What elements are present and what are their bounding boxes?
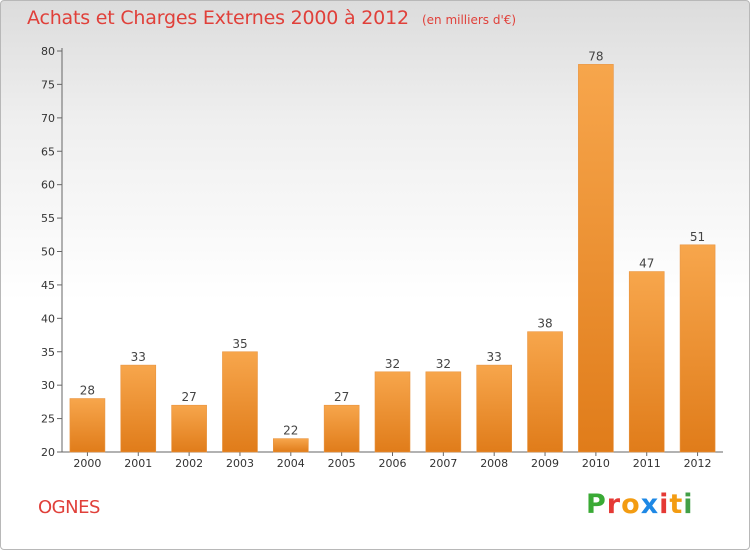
x-tick-label: 2007 bbox=[429, 457, 457, 470]
value-label: 51 bbox=[690, 230, 705, 244]
y-tick-label: 25 bbox=[41, 413, 55, 426]
logo-letter: P bbox=[586, 489, 607, 520]
x-tick-label: 2009 bbox=[531, 457, 559, 470]
x-tick-label: 2000 bbox=[73, 457, 101, 470]
value-label: 27 bbox=[181, 390, 196, 404]
commune-name: OGNES bbox=[38, 497, 100, 518]
value-label: 47 bbox=[639, 257, 654, 271]
bar bbox=[578, 64, 614, 453]
bar bbox=[476, 364, 512, 453]
value-label: 28 bbox=[80, 384, 95, 398]
value-label: 33 bbox=[487, 350, 502, 364]
x-tick-label: 2002 bbox=[175, 457, 203, 470]
value-label: 78 bbox=[588, 49, 603, 63]
logo-letter: i bbox=[659, 489, 670, 520]
x-tick-label: 2001 bbox=[124, 457, 152, 470]
logo-letter: o bbox=[621, 489, 641, 520]
bar bbox=[273, 438, 309, 453]
logo-letter: r bbox=[606, 489, 622, 520]
bars bbox=[69, 64, 716, 453]
bar bbox=[171, 404, 207, 453]
bar bbox=[425, 371, 462, 453]
y-tick-label: 60 bbox=[41, 179, 55, 192]
y-tick-label: 75 bbox=[41, 78, 55, 91]
x-tick-label: 2011 bbox=[633, 457, 661, 470]
value-label: 35 bbox=[232, 337, 247, 351]
chart-title: Achats et Charges Externes 2000 à 2012 bbox=[27, 7, 409, 29]
bar bbox=[323, 404, 360, 453]
bar bbox=[374, 371, 411, 453]
value-label: 33 bbox=[131, 350, 146, 364]
y-tick-label: 55 bbox=[41, 212, 55, 225]
value-labels: 28 33 27 35 22 27 32 32 33 38 78 47 51 bbox=[80, 49, 705, 437]
x-tick-label: 2008 bbox=[480, 457, 508, 470]
value-label: 38 bbox=[537, 317, 552, 331]
bar bbox=[69, 398, 106, 453]
y-tick-label: 35 bbox=[41, 346, 55, 359]
y-tick-label: 20 bbox=[41, 446, 55, 459]
bar bbox=[222, 351, 258, 453]
x-tick-label: 2003 bbox=[226, 457, 254, 470]
logo-letter: x bbox=[640, 489, 660, 520]
y-tick-label: 80 bbox=[41, 45, 55, 58]
value-label: 32 bbox=[436, 357, 451, 371]
x-tick-label: 2006 bbox=[379, 457, 407, 470]
logo-letter: i bbox=[683, 489, 694, 520]
bar bbox=[120, 364, 157, 453]
y-tick-label: 40 bbox=[41, 312, 55, 325]
chart-title-group: Achats et Charges Externes 2000 à 2012 (… bbox=[27, 7, 516, 29]
bar bbox=[628, 271, 665, 453]
y-tick-label: 30 bbox=[41, 379, 55, 392]
value-label: 32 bbox=[385, 357, 400, 371]
y-tick-label: 50 bbox=[41, 246, 55, 259]
x-tick-label: 2005 bbox=[328, 457, 356, 470]
bar bbox=[679, 244, 716, 453]
x-tick-label: 2010 bbox=[582, 457, 610, 470]
value-label: 22 bbox=[283, 424, 298, 438]
chart-subtitle: (en milliers d'€) bbox=[421, 13, 517, 27]
logo-letter: t bbox=[669, 489, 684, 520]
x-tick-label: 2004 bbox=[277, 457, 305, 470]
bar bbox=[527, 331, 563, 453]
x-tick-label: 2012 bbox=[684, 457, 712, 470]
y-tick-label: 65 bbox=[41, 145, 55, 158]
y-tick-label: 45 bbox=[41, 279, 55, 292]
proxiti-logo[interactable]: Proxiti bbox=[586, 489, 694, 520]
y-tick-label: 70 bbox=[41, 112, 55, 125]
value-label: 27 bbox=[334, 390, 349, 404]
